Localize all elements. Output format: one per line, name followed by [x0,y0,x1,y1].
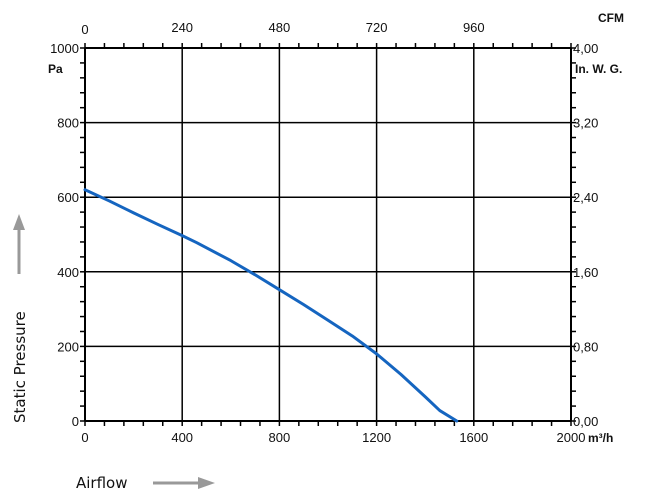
x-tick-label-400: 400 [171,430,193,445]
y2-tick-label-1,60: 1,60 [573,265,598,280]
y-tick-label-600: 600 [57,190,79,205]
y-tick-label-0: 0 [72,414,79,429]
series-line-0 [83,188,459,423]
y2-unit-label: In. W. G. [575,62,622,76]
x-tick-label-0: 0 [81,430,88,445]
y2-tick-label-0,80: 0,80 [573,339,598,354]
y2-tick-label-4,00: 4,00 [573,41,598,56]
right-arrow-icon [153,477,215,489]
y-tick-label-800: 800 [57,116,79,131]
up-arrow-icon [13,214,25,274]
x-tick-label-1600: 1600 [459,430,488,445]
plot-frame [84,47,572,422]
x2-tick-label-720: 720 [366,20,388,35]
y2-tick-label-0,00: 0,00 [573,414,598,429]
y-axis-title: Static Pressure [11,311,29,423]
y-tick-label-1000: 1000 [50,41,79,56]
x-unit-label: m³/h [588,431,613,445]
minor-ticks [80,43,576,426]
x2-tick-label-480: 480 [269,20,291,35]
x-tick-label-1200: 1200 [362,430,391,445]
grid-lines [85,48,571,421]
y-tick-label-200: 200 [57,339,79,354]
series-layer [83,188,459,423]
x2-tick-label-960: 960 [463,20,485,35]
x2-unit-label: CFM [598,11,624,25]
x2-tick-label-0: 0 [81,22,88,37]
y2-tick-label-3,20: 3,20 [573,116,598,131]
y-tick-label-400: 400 [57,265,79,280]
x-axis-title: Airflow [76,474,128,492]
y-unit-label: Pa [48,62,63,76]
y2-tick-label-2,40: 2,40 [573,190,598,205]
x-tick-label-800: 800 [269,430,291,445]
x2-tick-label-240: 240 [171,20,193,35]
x-tick-label-2000: 2000 [557,430,586,445]
